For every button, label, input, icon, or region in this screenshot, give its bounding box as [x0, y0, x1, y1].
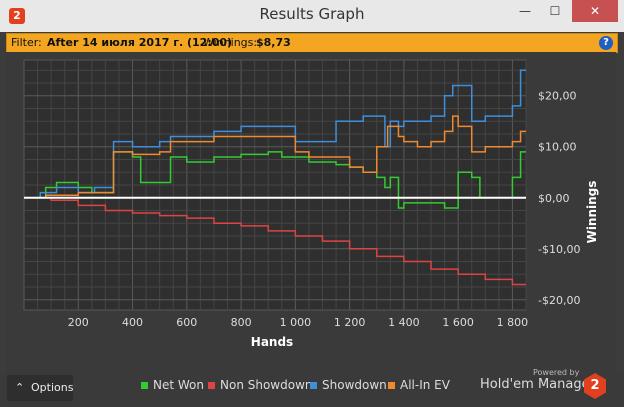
x-tick-label: 1 800	[497, 316, 529, 329]
x-tick-label: 200	[68, 316, 89, 329]
y-tick-label: $10,00	[538, 141, 577, 154]
filter-bar[interactable]: Filter: After 14 июля 2017 г. (12:00) Wi…	[6, 33, 618, 53]
x-tick-label: 1 400	[388, 316, 420, 329]
chart-svg: 200 400 600 800 1 000 1 200 1 400 1 600 1 800 $20…	[23, 59, 599, 349]
legend-swatch-showdown	[310, 382, 317, 389]
legend-non-showdown: Non Showdown	[208, 378, 313, 392]
x-tick-label: 1 000	[280, 316, 312, 329]
options-label: Options	[31, 381, 74, 394]
x-tick-label: 1 600	[442, 316, 474, 329]
winnings-label: Winnings:	[203, 36, 258, 49]
minimize-button[interactable]: —	[519, 4, 531, 18]
legend-swatch-all-in-ev	[388, 382, 395, 389]
x-tick-label: 600	[176, 316, 197, 329]
legend-all-in-ev: All-In EV	[388, 378, 450, 392]
y-tick-label: -$20,00	[538, 294, 580, 307]
results-chart: 200 400 600 800 1 000 1 200 1 400 1 600 1 800 $20…	[6, 52, 616, 372]
hm-app-icon: 2	[9, 8, 25, 24]
legend-label: All-In EV	[400, 378, 450, 392]
x-tick-label: 1 200	[334, 316, 366, 329]
options-button[interactable]: ⌃ Options	[7, 375, 73, 401]
legend-label: Non Showdown	[220, 378, 313, 392]
y-axis-label: Winnings	[585, 181, 599, 244]
title-bar: 2 Results Graph — ☐ ✕	[0, 0, 624, 32]
series-line-non-showdown	[24, 197, 526, 286]
close-button[interactable]: ✕	[572, 0, 618, 22]
legend-swatch-net-won	[141, 382, 148, 389]
x-tick-label: 800	[231, 316, 252, 329]
legend-net-won: Net Won	[141, 378, 204, 392]
winnings-value: $8,73	[256, 36, 291, 49]
window-title: Results Graph	[259, 5, 365, 23]
help-icon[interactable]: ?	[599, 36, 613, 50]
footer-bar: ⌃ Options Net Won Non Showdown Showdown …	[0, 368, 624, 407]
legend-label: Net Won	[153, 378, 204, 392]
maximize-button[interactable]: ☐	[549, 4, 561, 18]
x-tick-label: 400	[122, 316, 143, 329]
powered-by-label: Powered by	[533, 368, 580, 377]
chevron-up-icon: ⌃	[15, 381, 25, 394]
y-tick-label: $20,00	[538, 90, 577, 103]
hm-logo-icon: 2	[584, 373, 606, 399]
filter-label: Filter:	[11, 36, 42, 49]
y-tick-label: $0,00	[538, 192, 570, 205]
filter-value: After 14 июля 2017 г. (12:00)	[47, 36, 233, 49]
x-axis-label: Hands	[251, 335, 293, 349]
hm-product-name: Hold'em Manager	[480, 377, 595, 392]
y-tick-label: -$10,00	[538, 243, 580, 256]
legend-showdown: Showdown	[310, 378, 387, 392]
legend-label: Showdown	[322, 378, 387, 392]
series-line-all-in-ev	[24, 115, 526, 199]
legend-swatch-non-showdown	[208, 382, 215, 389]
